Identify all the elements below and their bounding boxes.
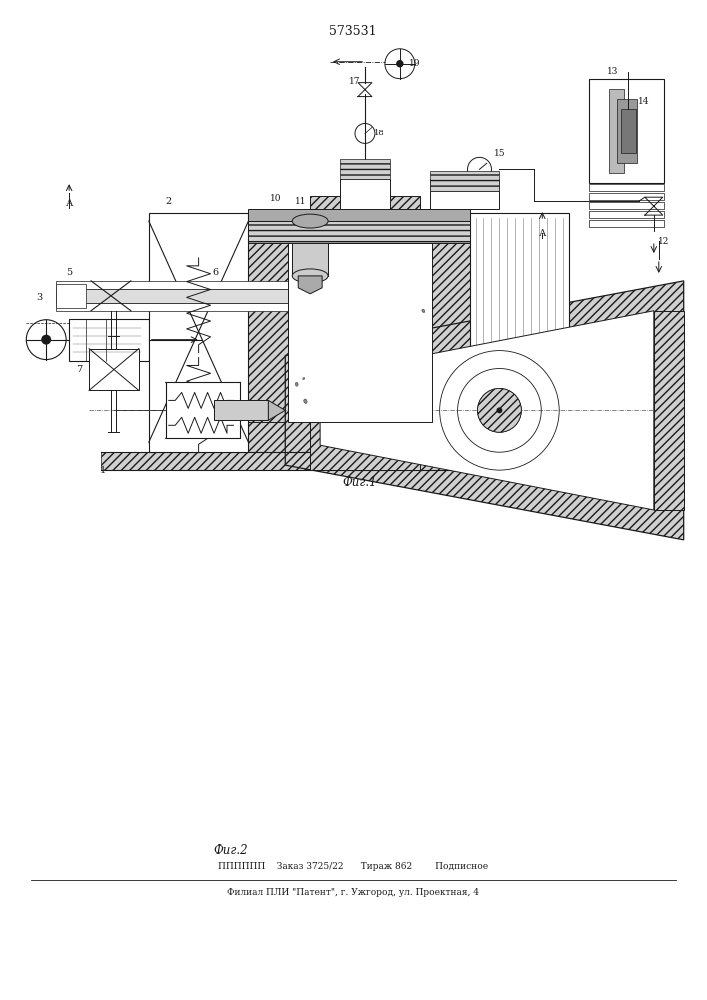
Bar <box>248 422 469 452</box>
Text: 4: 4 <box>331 214 337 223</box>
Text: 5: 5 <box>66 268 72 277</box>
Bar <box>56 303 395 311</box>
Text: 8: 8 <box>496 468 503 477</box>
Text: 19: 19 <box>409 59 421 68</box>
Text: 17: 17 <box>349 77 361 86</box>
Text: 15: 15 <box>493 149 506 158</box>
Bar <box>654 311 684 510</box>
Bar <box>430 179 499 209</box>
Text: 12: 12 <box>658 237 670 246</box>
Ellipse shape <box>296 382 298 386</box>
Text: 9: 9 <box>541 468 547 477</box>
Polygon shape <box>285 281 684 540</box>
Bar <box>589 211 664 218</box>
Polygon shape <box>320 311 654 510</box>
Text: 10: 10 <box>269 194 281 203</box>
Bar <box>56 281 395 289</box>
Text: 1: 1 <box>100 466 106 475</box>
Bar <box>291 284 320 308</box>
Text: 2: 2 <box>165 197 172 206</box>
Ellipse shape <box>292 269 328 283</box>
Text: Филиал ПЛИ "Патент", г. Ужгород, ул. Проектная, 4: Филиал ПЛИ "Патент", г. Ужгород, ул. Про… <box>227 888 479 897</box>
Bar <box>165 382 240 438</box>
Bar <box>469 213 569 452</box>
Text: А: А <box>66 199 73 208</box>
Text: 14: 14 <box>638 97 650 106</box>
Bar <box>589 184 664 191</box>
Polygon shape <box>269 400 285 420</box>
Bar <box>617 99 637 163</box>
Bar <box>248 209 469 221</box>
Ellipse shape <box>292 214 328 228</box>
Text: 18: 18 <box>373 129 385 137</box>
Circle shape <box>396 60 404 67</box>
Circle shape <box>477 388 521 432</box>
Bar <box>292 221 328 276</box>
Circle shape <box>496 407 503 413</box>
Bar <box>340 179 390 209</box>
Bar <box>609 89 624 173</box>
Bar <box>56 284 86 308</box>
Ellipse shape <box>303 378 305 380</box>
Ellipse shape <box>304 399 307 403</box>
Text: 13: 13 <box>607 67 619 76</box>
Bar <box>310 196 420 470</box>
Bar <box>589 220 664 227</box>
Text: Фиг.2: Фиг.2 <box>214 844 247 857</box>
Bar <box>430 213 469 452</box>
Bar <box>621 109 636 153</box>
Text: 11: 11 <box>294 197 306 206</box>
Bar <box>248 221 469 243</box>
Text: 7: 7 <box>76 365 82 374</box>
Bar <box>56 289 395 303</box>
Bar <box>430 171 499 191</box>
Polygon shape <box>298 276 322 294</box>
Bar <box>148 213 248 452</box>
Bar <box>69 319 148 361</box>
Bar <box>101 452 569 470</box>
Text: 6: 6 <box>213 268 218 277</box>
Text: 3: 3 <box>36 293 42 302</box>
Bar <box>214 400 269 420</box>
Bar <box>589 79 664 183</box>
Bar <box>248 213 288 452</box>
Text: Фиг.1: Фиг.1 <box>343 476 378 489</box>
Text: 16: 16 <box>342 197 354 206</box>
Bar <box>589 193 664 200</box>
Text: 573531: 573531 <box>329 25 377 38</box>
Circle shape <box>41 335 51 345</box>
Text: А: А <box>539 229 546 238</box>
Ellipse shape <box>422 309 425 313</box>
Text: ПППППП    Заказ 3725/22      Тираж 862        Подписное: ПППППП Заказ 3725/22 Тираж 862 Подписное <box>218 862 488 871</box>
Bar <box>288 243 432 422</box>
Bar <box>340 159 390 179</box>
Bar <box>589 202 664 209</box>
Bar <box>89 349 139 390</box>
